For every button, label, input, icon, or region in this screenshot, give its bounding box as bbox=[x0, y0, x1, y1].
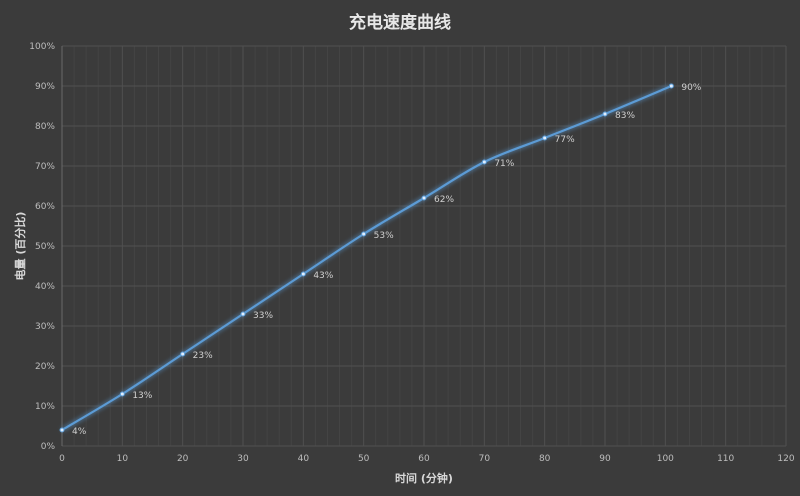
y-tick-label: 90% bbox=[35, 82, 55, 92]
x-tick-label: 30 bbox=[237, 454, 249, 464]
data-label: 83% bbox=[615, 111, 635, 121]
axis-ticks: 0 10 20 30 40 50 60 70 80 90 100 110 120 0% 10% 20% 30% 4… bbox=[29, 42, 795, 464]
x-tick-label: 0 bbox=[59, 454, 65, 464]
data-label: 33% bbox=[253, 311, 273, 321]
y-tick-label: 100% bbox=[29, 42, 55, 52]
data-point bbox=[119, 391, 125, 397]
x-tick-label: 120 bbox=[777, 454, 794, 464]
x-tick-label: 10 bbox=[117, 454, 129, 464]
data-label: 71% bbox=[494, 159, 514, 169]
data-label: 77% bbox=[555, 135, 575, 145]
data-label: 90% bbox=[681, 83, 701, 93]
gridlines bbox=[61, 45, 787, 447]
y-tick-label: 30% bbox=[35, 322, 55, 332]
x-tick-label: 50 bbox=[358, 454, 370, 464]
x-tick-label: 70 bbox=[479, 454, 491, 464]
data-point bbox=[361, 231, 367, 237]
data-point bbox=[542, 135, 548, 141]
y-tick-label: 70% bbox=[35, 162, 55, 172]
data-point bbox=[240, 311, 246, 317]
y-tick-label: 80% bbox=[35, 122, 55, 132]
series-line bbox=[61, 84, 672, 431]
data-label: 4% bbox=[72, 427, 87, 437]
data-point bbox=[421, 195, 427, 201]
y-tick-label: 0% bbox=[41, 442, 56, 452]
x-tick-label: 60 bbox=[418, 454, 430, 464]
y-tick-label: 20% bbox=[35, 362, 55, 372]
data-label: 23% bbox=[193, 351, 213, 361]
x-tick-label: 20 bbox=[177, 454, 189, 464]
x-tick-label: 40 bbox=[298, 454, 310, 464]
data-point bbox=[180, 351, 186, 357]
data-label: 43% bbox=[313, 271, 333, 281]
data-point bbox=[668, 83, 674, 89]
data-point bbox=[602, 111, 608, 117]
x-axis-label: 时间 (分钟) bbox=[395, 471, 453, 485]
data-label: 13% bbox=[132, 391, 152, 401]
y-tick-label: 60% bbox=[35, 202, 55, 212]
data-point bbox=[59, 427, 65, 433]
y-tick-label: 50% bbox=[35, 242, 55, 252]
data-label: 53% bbox=[374, 231, 394, 241]
chart-title: 充电速度曲线 bbox=[349, 13, 451, 33]
data-point bbox=[300, 271, 306, 277]
x-tick-label: 80 bbox=[539, 454, 551, 464]
y-tick-label: 10% bbox=[35, 402, 55, 412]
x-tick-label: 110 bbox=[717, 454, 734, 464]
y-axis-label: 电量 (百分比) bbox=[13, 212, 27, 281]
data-label: 62% bbox=[434, 195, 454, 205]
x-tick-label: 90 bbox=[599, 454, 611, 464]
data-point bbox=[481, 159, 487, 165]
y-tick-label: 40% bbox=[35, 282, 55, 292]
x-tick-label: 100 bbox=[657, 454, 674, 464]
series: 4% 13% 23% 33% 43% 53% 62% 71% 77% 83% 90% bbox=[59, 83, 702, 437]
